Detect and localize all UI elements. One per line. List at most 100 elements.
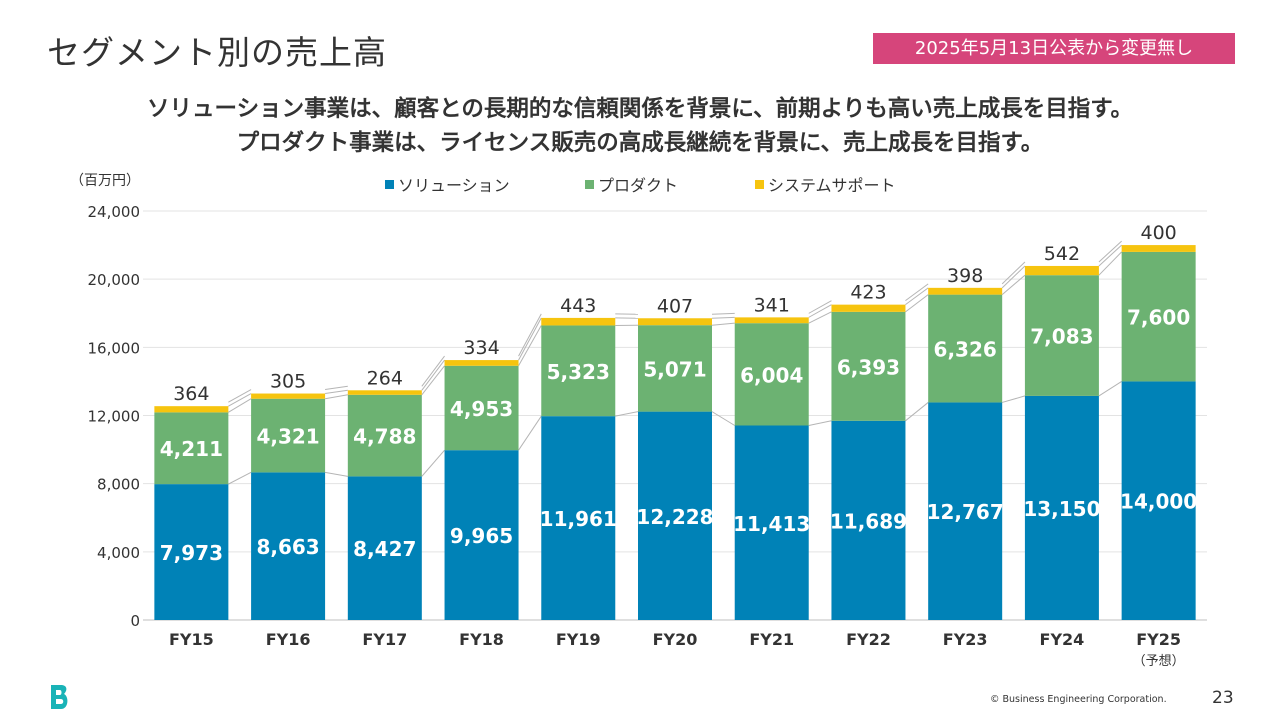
- company-logo-icon: [51, 685, 68, 709]
- legend-swatch-support: [755, 179, 764, 189]
- x-tick-label: FY23: [943, 630, 988, 649]
- bar-product: [1121, 251, 1196, 382]
- connector-line: [325, 385, 348, 391]
- copyright: © Business Engineering Corporation.: [990, 694, 1167, 705]
- headline-product: プロダクト事業は、ライセンス販売の高成長継続を背景に、売上成長を目指す。: [236, 130, 1044, 156]
- bar-product: [444, 365, 519, 451]
- bar-support: [541, 317, 616, 326]
- connector-line: [421, 449, 445, 477]
- value-label-product: 5,323: [547, 360, 610, 384]
- value-label-support: 400: [1141, 222, 1177, 244]
- connector-line: [905, 402, 929, 422]
- value-label-support: 334: [463, 337, 499, 359]
- bar-support: [347, 390, 422, 395]
- legend-label-solution: ソリューション: [398, 176, 510, 195]
- y-tick-label: 16,000: [88, 339, 141, 357]
- bar-support: [251, 393, 326, 399]
- legend-swatch-solution: [385, 179, 394, 189]
- x-tick-label: FY24: [1040, 630, 1085, 649]
- legend-swatch-product: [585, 179, 594, 189]
- bar-support: [1024, 265, 1099, 276]
- x-tick-label: FY17: [362, 630, 407, 649]
- bar-support: [638, 318, 712, 326]
- x-tick-label: FY21: [749, 630, 794, 649]
- connector-line: [905, 283, 929, 302]
- connector-line: [325, 389, 348, 395]
- value-label-solution: 8,427: [353, 537, 416, 561]
- legend-item-solution: ソリューション: [385, 172, 510, 196]
- legend-label-product: プロダクト: [598, 176, 679, 195]
- legend-item-product: プロダクト: [585, 172, 678, 196]
- bar-product: [251, 398, 326, 473]
- connector-line: [615, 411, 639, 417]
- connector-line: [228, 389, 252, 403]
- value-label-product: 4,788: [353, 425, 416, 449]
- connector-line: [518, 325, 542, 367]
- value-label-solution: 13,150: [1023, 497, 1100, 521]
- value-label-product: 4,953: [450, 397, 513, 421]
- bar-product: [347, 394, 422, 477]
- connector-line: [808, 420, 832, 426]
- connector-line: [905, 287, 929, 306]
- value-label-support: 423: [850, 282, 886, 304]
- value-label-support: 341: [754, 294, 790, 316]
- y-tick-label: 12,000: [88, 408, 141, 426]
- value-label-product: 4,321: [256, 425, 319, 449]
- slide-title: セグメント別の売上高: [47, 33, 387, 72]
- bar-support: [444, 360, 519, 366]
- value-label-solution: 11,961: [540, 507, 617, 531]
- value-label-product: 6,326: [934, 338, 997, 362]
- value-label-solution: 7,973: [160, 541, 223, 565]
- bar-support: [928, 287, 1003, 295]
- bar-solution: [1121, 381, 1196, 620]
- bar-product: [541, 325, 616, 417]
- bar-support: [154, 406, 229, 413]
- connector-line: [711, 322, 735, 326]
- bar-product: [1024, 275, 1099, 396]
- bar-solution: [444, 450, 519, 620]
- x-tick-label: FY19: [556, 630, 601, 649]
- value-label-solution: 8,663: [256, 535, 319, 559]
- page-number: 23: [1212, 688, 1234, 708]
- value-label-product: 6,393: [837, 355, 900, 379]
- connector-line: [808, 311, 832, 324]
- connector-line: [421, 359, 445, 391]
- value-label-support: 542: [1044, 243, 1080, 265]
- bar-product: [831, 311, 906, 421]
- y-axis-unit: （百万円）: [70, 173, 140, 189]
- value-label-support: 398: [947, 265, 983, 287]
- connector-line: [518, 313, 542, 357]
- bar-solution: [928, 402, 1003, 620]
- connector-line: [1002, 395, 1026, 403]
- connector-line: [905, 294, 929, 313]
- y-tick-label: 0: [130, 612, 140, 630]
- connector-line: [1001, 265, 1026, 289]
- legend-label-support: システムサポート: [768, 176, 896, 195]
- x-tick-label: FY15: [169, 630, 214, 649]
- y-tick-label: 8,000: [97, 476, 140, 494]
- value-label-solution: 11,413: [733, 512, 810, 536]
- value-label-support: 443: [560, 295, 596, 317]
- x-tick-label: FY25: [1136, 630, 1181, 649]
- y-tick-label: 24,000: [88, 203, 141, 221]
- bar-product: [928, 294, 1003, 403]
- value-label-product: 4,211: [160, 437, 223, 461]
- x-tick-label: FY16: [266, 630, 311, 649]
- connector-line: [228, 398, 252, 413]
- connector-line: [711, 312, 735, 315]
- bar-solution: [251, 472, 326, 620]
- bar-support: [831, 304, 906, 312]
- bar-solution: [831, 420, 906, 620]
- value-label-solution: 12,228: [636, 505, 713, 529]
- bar-solution: [154, 484, 229, 620]
- bar-support: [1121, 245, 1196, 252]
- x-tick-label: FY22: [846, 630, 891, 649]
- value-label-support: 407: [657, 295, 693, 317]
- bar-product: [734, 323, 809, 426]
- connector-line: [518, 415, 542, 451]
- connector-line: [711, 411, 735, 426]
- bar-support: [734, 317, 809, 324]
- bar-solution: [734, 425, 809, 620]
- connector-line: [228, 393, 252, 407]
